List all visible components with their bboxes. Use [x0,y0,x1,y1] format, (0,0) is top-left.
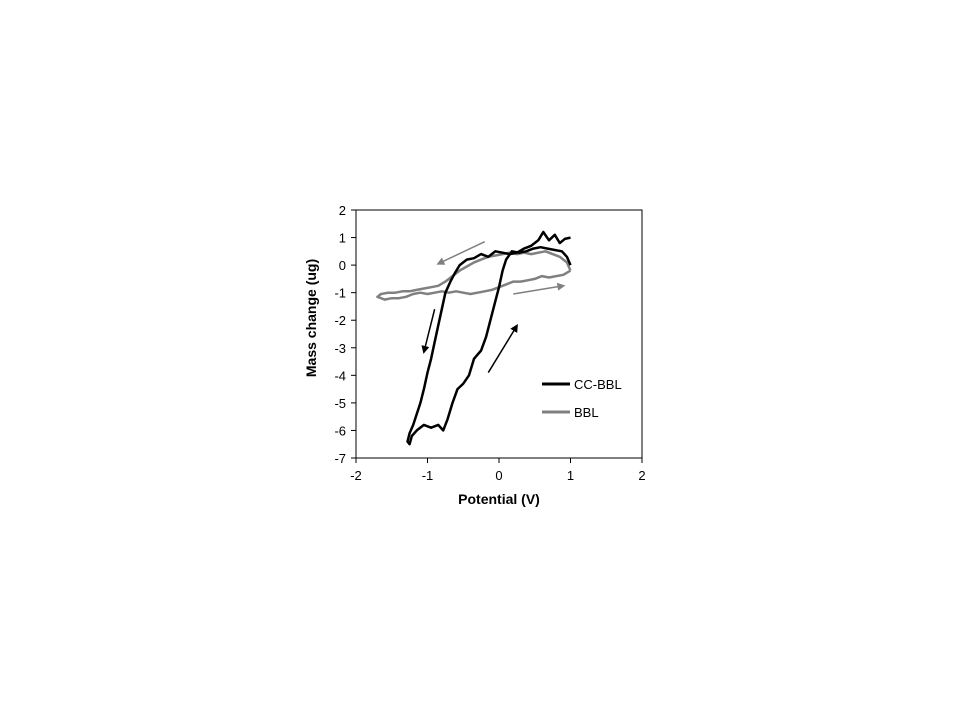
y-tick-label: -2 [334,313,346,328]
x-tick-label: -2 [350,468,362,483]
y-axis-title: Mass change (ug) [303,259,319,377]
x-tick-label: 1 [567,468,574,483]
y-tick-label: -5 [334,396,346,411]
y-tick-label: -7 [334,451,346,466]
x-tick-label: 2 [638,468,645,483]
x-tick-label: 0 [495,468,502,483]
y-tick-label: 0 [339,258,346,273]
x-tick-label: -1 [422,468,434,483]
x-axis-ticks: -2 -1 0 1 2 [350,458,646,483]
y-tick-label: 2 [339,203,346,218]
direction-arrow [487,324,518,373]
y-tick-label: -1 [334,286,346,301]
direction-arrow [436,241,486,265]
direction-arrows [421,241,566,373]
legend: CC-BBL BBL [542,377,622,420]
y-tick-label: -4 [334,368,346,383]
y-tick-label: -3 [334,341,346,356]
y-axis-ticks: 2 1 0 -1 -2 -3 -4 -5 -6 -7 [334,203,356,466]
y-tick-label: 1 [339,231,346,246]
y-tick-label: -6 [334,423,346,438]
legend-label-cc-bbl: CC-BBL [574,377,622,392]
legend-label-bbl: BBL [574,405,599,420]
plot-area-border [355,209,643,459]
direction-arrow [421,309,436,354]
direction-arrow [513,282,566,295]
x-axis-title: Potential (V) [458,491,540,507]
series-line-cc-bbl [406,230,572,446]
series-layer [376,230,572,446]
